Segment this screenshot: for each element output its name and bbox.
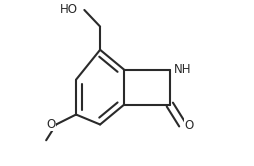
Text: O: O [46, 118, 56, 131]
Text: NH: NH [173, 63, 191, 76]
Text: O: O [184, 119, 193, 132]
Text: HO: HO [59, 3, 77, 16]
